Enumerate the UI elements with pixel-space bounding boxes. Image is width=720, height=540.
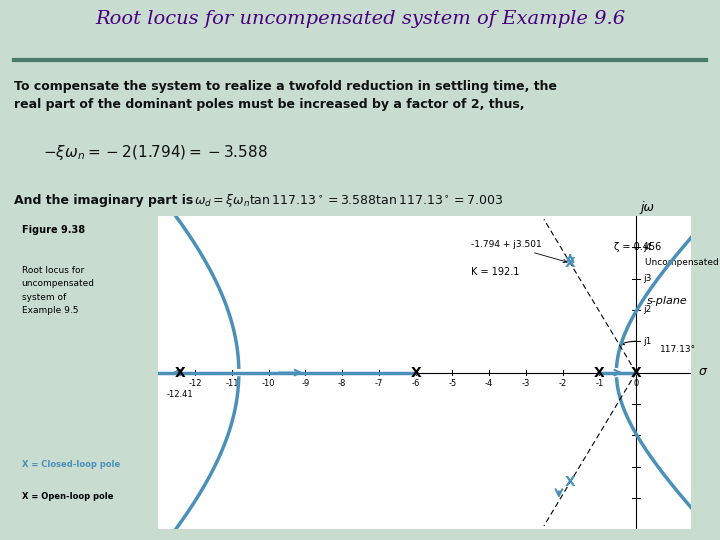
Text: -12.41: -12.41	[167, 390, 194, 399]
Text: 117.13°: 117.13°	[660, 345, 696, 354]
Text: X: X	[594, 366, 605, 380]
Text: -8: -8	[338, 380, 346, 388]
Text: Root locus for
uncompensated
system of
Example 9.5: Root locus for uncompensated system of E…	[22, 266, 94, 315]
Text: -12: -12	[189, 380, 202, 388]
Text: j1: j1	[643, 337, 651, 346]
Text: To compensate the system to realize a twofold reduction in settling time, the
re: To compensate the system to realize a tw…	[14, 80, 557, 111]
Text: X: X	[564, 256, 575, 270]
Text: -11: -11	[225, 380, 238, 388]
Text: j4: j4	[643, 243, 651, 252]
Text: X: X	[410, 366, 421, 380]
Text: 0: 0	[634, 380, 639, 388]
Text: X: X	[631, 366, 642, 380]
Text: -2: -2	[559, 380, 567, 388]
Text: -1.794 + j3.501: -1.794 + j3.501	[471, 240, 567, 262]
Text: -7: -7	[374, 380, 383, 388]
Text: -10: -10	[262, 380, 275, 388]
Text: -4: -4	[485, 380, 493, 388]
Text: σ: σ	[698, 364, 706, 377]
Text: Root locus for uncompensated system of Example 9.6: Root locus for uncompensated system of E…	[95, 10, 625, 29]
Text: X: X	[175, 366, 186, 380]
Text: -6: -6	[411, 380, 420, 388]
Text: -1: -1	[595, 380, 603, 388]
Text: ζ = 0.456: ζ = 0.456	[614, 242, 661, 252]
Text: $-\xi\omega_n = -2(1.794) = -3.588$: $-\xi\omega_n = -2(1.794) = -3.588$	[43, 143, 268, 162]
Text: X = Open-loop pole: X = Open-loop pole	[22, 491, 113, 501]
Text: X = Closed-loop pole: X = Closed-loop pole	[22, 460, 120, 469]
Text: $\omega_d = \xi\omega_n \tan 117.13^\circ = 3.588\tan 117.13^\circ = 7.003$: $\omega_d = \xi\omega_n \tan 117.13^\cir…	[194, 192, 504, 210]
Text: -5: -5	[449, 380, 456, 388]
Text: K = 192.1: K = 192.1	[471, 267, 519, 278]
Text: Uncompensated dominant pole: Uncompensated dominant pole	[645, 259, 720, 267]
Text: j2: j2	[643, 306, 651, 314]
Text: Figure 9.38: Figure 9.38	[22, 225, 85, 235]
Text: And the imaginary part is: And the imaginary part is	[14, 194, 194, 207]
Text: -9: -9	[301, 380, 310, 388]
Text: j3: j3	[643, 274, 651, 283]
Text: jω: jω	[641, 201, 654, 214]
Text: -3: -3	[522, 380, 530, 388]
Text: X: X	[564, 475, 575, 489]
Text: s-plane: s-plane	[647, 295, 688, 306]
